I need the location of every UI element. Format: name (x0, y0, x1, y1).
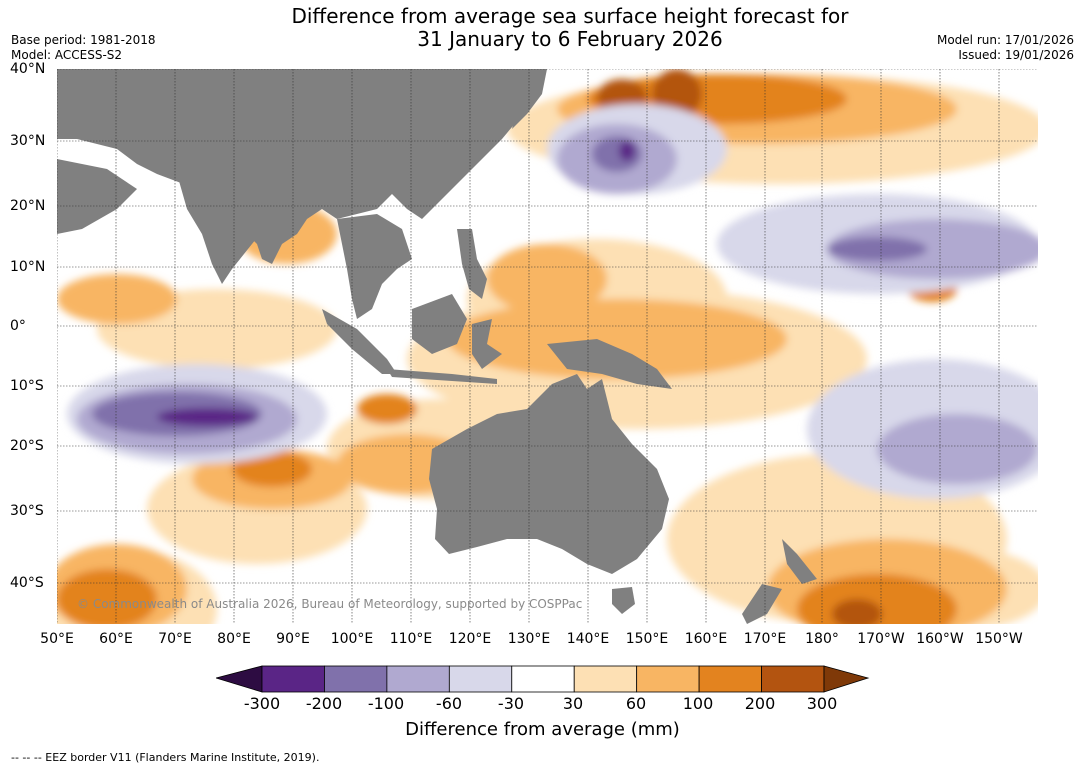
lon-label: 110°E (389, 631, 433, 647)
lon-label: 60°E (99, 631, 133, 647)
issued-date: Issued: 19/01/2026 (958, 48, 1074, 62)
land-japan (512, 69, 547, 129)
anomaly-region (827, 237, 927, 261)
colorbar-segment (324, 665, 388, 693)
colorbar-segment (448, 665, 513, 693)
lat-label: 10°S (10, 378, 44, 394)
land-new-zealand (742, 539, 817, 624)
lon-label: 170°E (743, 631, 787, 647)
colorbar-tick: 100 (682, 694, 714, 713)
anomaly-region (487, 244, 607, 314)
lat-label: 0° (10, 318, 26, 334)
lon-label: 120°E (448, 631, 492, 647)
land-philippines (457, 229, 487, 299)
colorbar-tick: -60 (435, 694, 463, 713)
lon-label: 160°W (916, 631, 964, 647)
land-borneo (412, 294, 467, 354)
lon-label: 130°E (507, 631, 551, 647)
eez-footnote: -- -- -- EEZ border V11 (Flanders Marine… (11, 751, 320, 764)
colorbar-tick: 30 (562, 694, 584, 713)
colorbar-segment (698, 665, 762, 693)
colorbar-segment (636, 665, 700, 693)
colorbar (216, 665, 870, 693)
colorbar-tick: -30 (497, 694, 525, 713)
anomaly-region (57, 274, 177, 324)
lat-label: 30°N (10, 133, 46, 149)
land-arabia (57, 159, 137, 234)
land-indochina (337, 214, 412, 319)
land-tasmania (612, 587, 635, 614)
lon-label: 50°E (40, 631, 74, 647)
anomaly-region (877, 414, 1037, 484)
colorbar-segments (261, 665, 825, 693)
colorbar-segment (761, 665, 825, 693)
landmasses (57, 69, 817, 624)
lat-label: 40°S (10, 575, 44, 591)
lat-label: 30°S (10, 503, 44, 519)
lat-label: 40°N (10, 61, 46, 77)
anomaly-region (619, 141, 635, 161)
land-sumatra (322, 309, 397, 374)
meta-left: Base period: 1981-2018 Model: ACCESS-S2 (11, 33, 156, 63)
lon-label: 160°E (684, 631, 728, 647)
colorbar-tick: -200 (305, 694, 343, 713)
lon-label: 140°E (566, 631, 610, 647)
lat-label: 20°S (10, 438, 44, 454)
copyright-notice: © Commonwealth of Australia 2026, Bureau… (77, 597, 583, 611)
meta-right: Model run: 17/01/2026 Issued: 19/01/2026 (937, 33, 1074, 63)
anomaly-region (447, 299, 787, 379)
lon-label: 70°E (158, 631, 192, 647)
model-run: Model run: 17/01/2026 (936, 33, 1074, 47)
lon-label: 80°E (217, 631, 251, 647)
title-line-1: Difference from average sea surface heig… (291, 4, 849, 28)
anomaly-region (157, 408, 257, 426)
colorbar-tick: 300 (806, 694, 838, 713)
land-australia (429, 374, 669, 574)
lon-label: 150°W (975, 631, 1023, 647)
lon-label: 180° (805, 631, 839, 647)
anomaly-region (832, 599, 882, 624)
lon-label: 100°E (330, 631, 374, 647)
anomaly-region (232, 451, 312, 487)
land-asia (57, 69, 527, 264)
lat-label: 20°N (10, 198, 46, 214)
lat-label: 10°N (10, 259, 46, 275)
colorbar-segment (386, 665, 450, 693)
lon-label: 150°E (625, 631, 669, 647)
land-india (177, 169, 287, 284)
colorbar-title: Difference from average (mm) (405, 719, 680, 740)
graticule (57, 69, 1038, 624)
title-line-2: 31 January to 6 February 2026 (417, 27, 723, 51)
colorbar-segment (511, 665, 575, 693)
anomaly-region (357, 394, 417, 424)
land-java (387, 369, 497, 384)
chart-title: Difference from average sea surface heig… (0, 5, 1085, 51)
colorbar-low-arrow (216, 665, 263, 693)
lon-label: 90°E (276, 631, 310, 647)
model-name: Model: ACCESS-S2 (11, 48, 123, 62)
colorbar-tick: 200 (744, 694, 776, 713)
colorbar-segment (261, 665, 325, 693)
colorbar-tick: 60 (625, 694, 647, 713)
land-new-guinea (547, 339, 672, 389)
land-sulawesi (472, 319, 502, 369)
colorbar-segment (573, 665, 638, 693)
anomaly-region (827, 219, 1038, 279)
lon-label: 170°W (857, 631, 905, 647)
colorbar-tick: -100 (367, 694, 405, 713)
base-period: Base period: 1981-2018 (11, 33, 156, 47)
colorbar-high-arrow (823, 665, 870, 693)
colorbar-tick: -300 (243, 694, 281, 713)
anomaly-map (57, 69, 1038, 624)
